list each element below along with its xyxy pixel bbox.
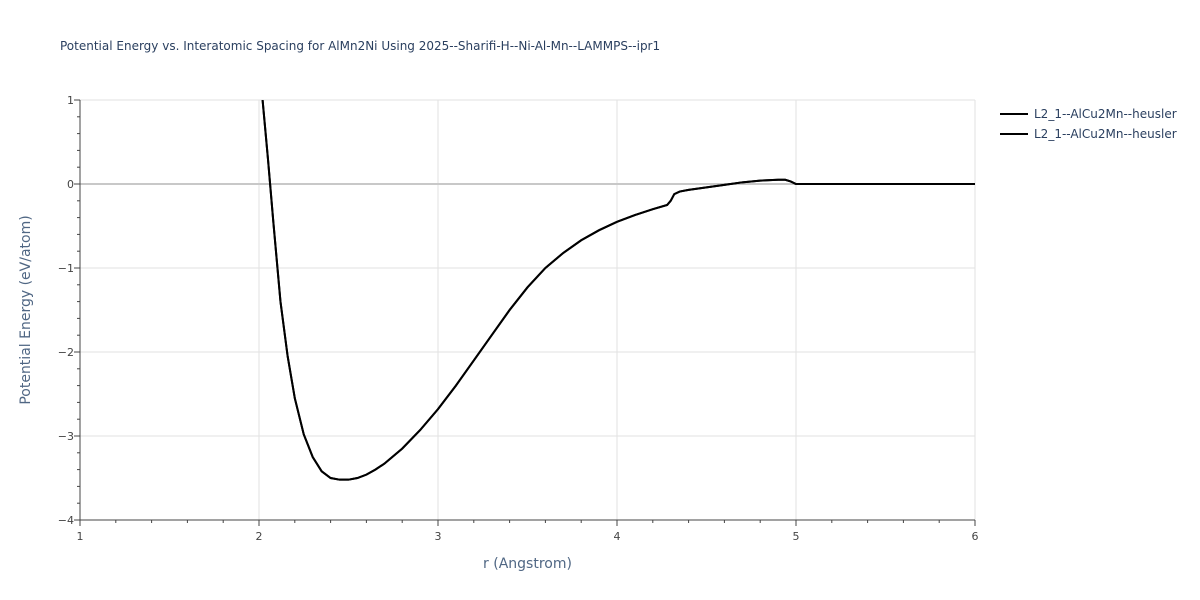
- x-tick-label: 2: [256, 530, 263, 543]
- legend-item[interactable]: L2_1--AlCu2Mn--heusler: [1000, 127, 1177, 141]
- legend-item[interactable]: L2_1--AlCu2Mn--heusler: [1000, 107, 1177, 121]
- x-tick-label: 1: [77, 530, 84, 543]
- grid: [80, 99, 976, 520]
- x-tick-label: 4: [614, 530, 621, 543]
- legend-label: L2_1--AlCu2Mn--heusler: [1034, 127, 1177, 141]
- legend-label: L2_1--AlCu2Mn--heusler: [1034, 107, 1177, 121]
- series-line-1: [261, 100, 975, 481]
- x-tick-labels: 1 2 3 4 5 6: [77, 530, 979, 543]
- chart-title: Potential Energy vs. Interatomic Spacing…: [60, 39, 660, 53]
- legend[interactable]: L2_1--AlCu2Mn--heusler L2_1--AlCu2Mn--heu…: [1000, 107, 1177, 141]
- y-tick-label: 1: [67, 94, 74, 107]
- y-tick-label: −4: [58, 514, 74, 527]
- x-axis-label: r (Angstrom): [483, 556, 572, 572]
- y-axis-label: Potential Energy (eV/atom): [18, 215, 34, 404]
- x-tick-label: 6: [972, 530, 979, 543]
- axes: [74, 99, 976, 526]
- y-tick-label: 0: [67, 178, 74, 191]
- x-tick-label: 5: [793, 530, 800, 543]
- x-tick-label: 3: [435, 530, 442, 543]
- series-line-2: [261, 100, 975, 481]
- y-tick-labels: 1 0 −1 −2 −3 −4: [58, 94, 74, 527]
- y-tick-label: −2: [58, 346, 74, 359]
- plot-area: [261, 100, 975, 481]
- y-tick-label: −1: [58, 262, 74, 275]
- y-tick-label: −3: [58, 430, 74, 443]
